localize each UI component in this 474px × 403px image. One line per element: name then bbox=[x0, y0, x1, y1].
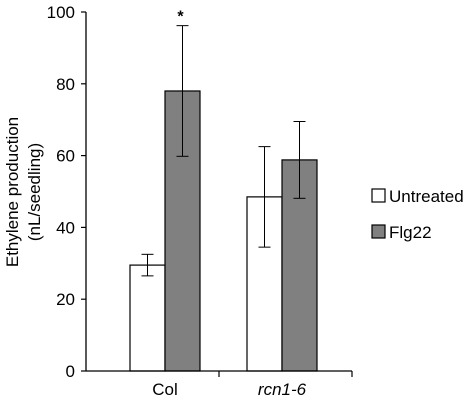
y-tick-label: 80 bbox=[56, 75, 75, 94]
legend-swatch-untreated bbox=[371, 188, 386, 203]
y-tick-label: 20 bbox=[56, 290, 75, 309]
y-tick-label: 100 bbox=[47, 3, 75, 22]
legend: Untreated Flg22 bbox=[371, 187, 464, 242]
legend-label-flg22: Flg22 bbox=[389, 223, 432, 242]
y-axis-title-line-2: (nL/seedling) bbox=[25, 143, 44, 241]
plot-area: 0 20 40 60 80 100 Col rcn1-6 * bbox=[47, 3, 353, 399]
y-axis-title-line-1: Ethylene production bbox=[3, 117, 22, 267]
legend-swatch-flg22 bbox=[371, 224, 386, 239]
x-category-label: Col bbox=[152, 380, 178, 399]
significance-mark: * bbox=[177, 9, 184, 26]
x-category-label: rcn1-6 bbox=[258, 380, 307, 399]
y-axis-title: Ethylene production (nL/seedling) bbox=[3, 117, 44, 267]
y-tick-label: 60 bbox=[56, 147, 75, 166]
bar-untreated-col bbox=[129, 264, 166, 372]
y-tick-label: 0 bbox=[66, 362, 75, 381]
legend-label-untreated: Untreated bbox=[389, 187, 464, 206]
y-tick-label: 40 bbox=[56, 218, 75, 237]
